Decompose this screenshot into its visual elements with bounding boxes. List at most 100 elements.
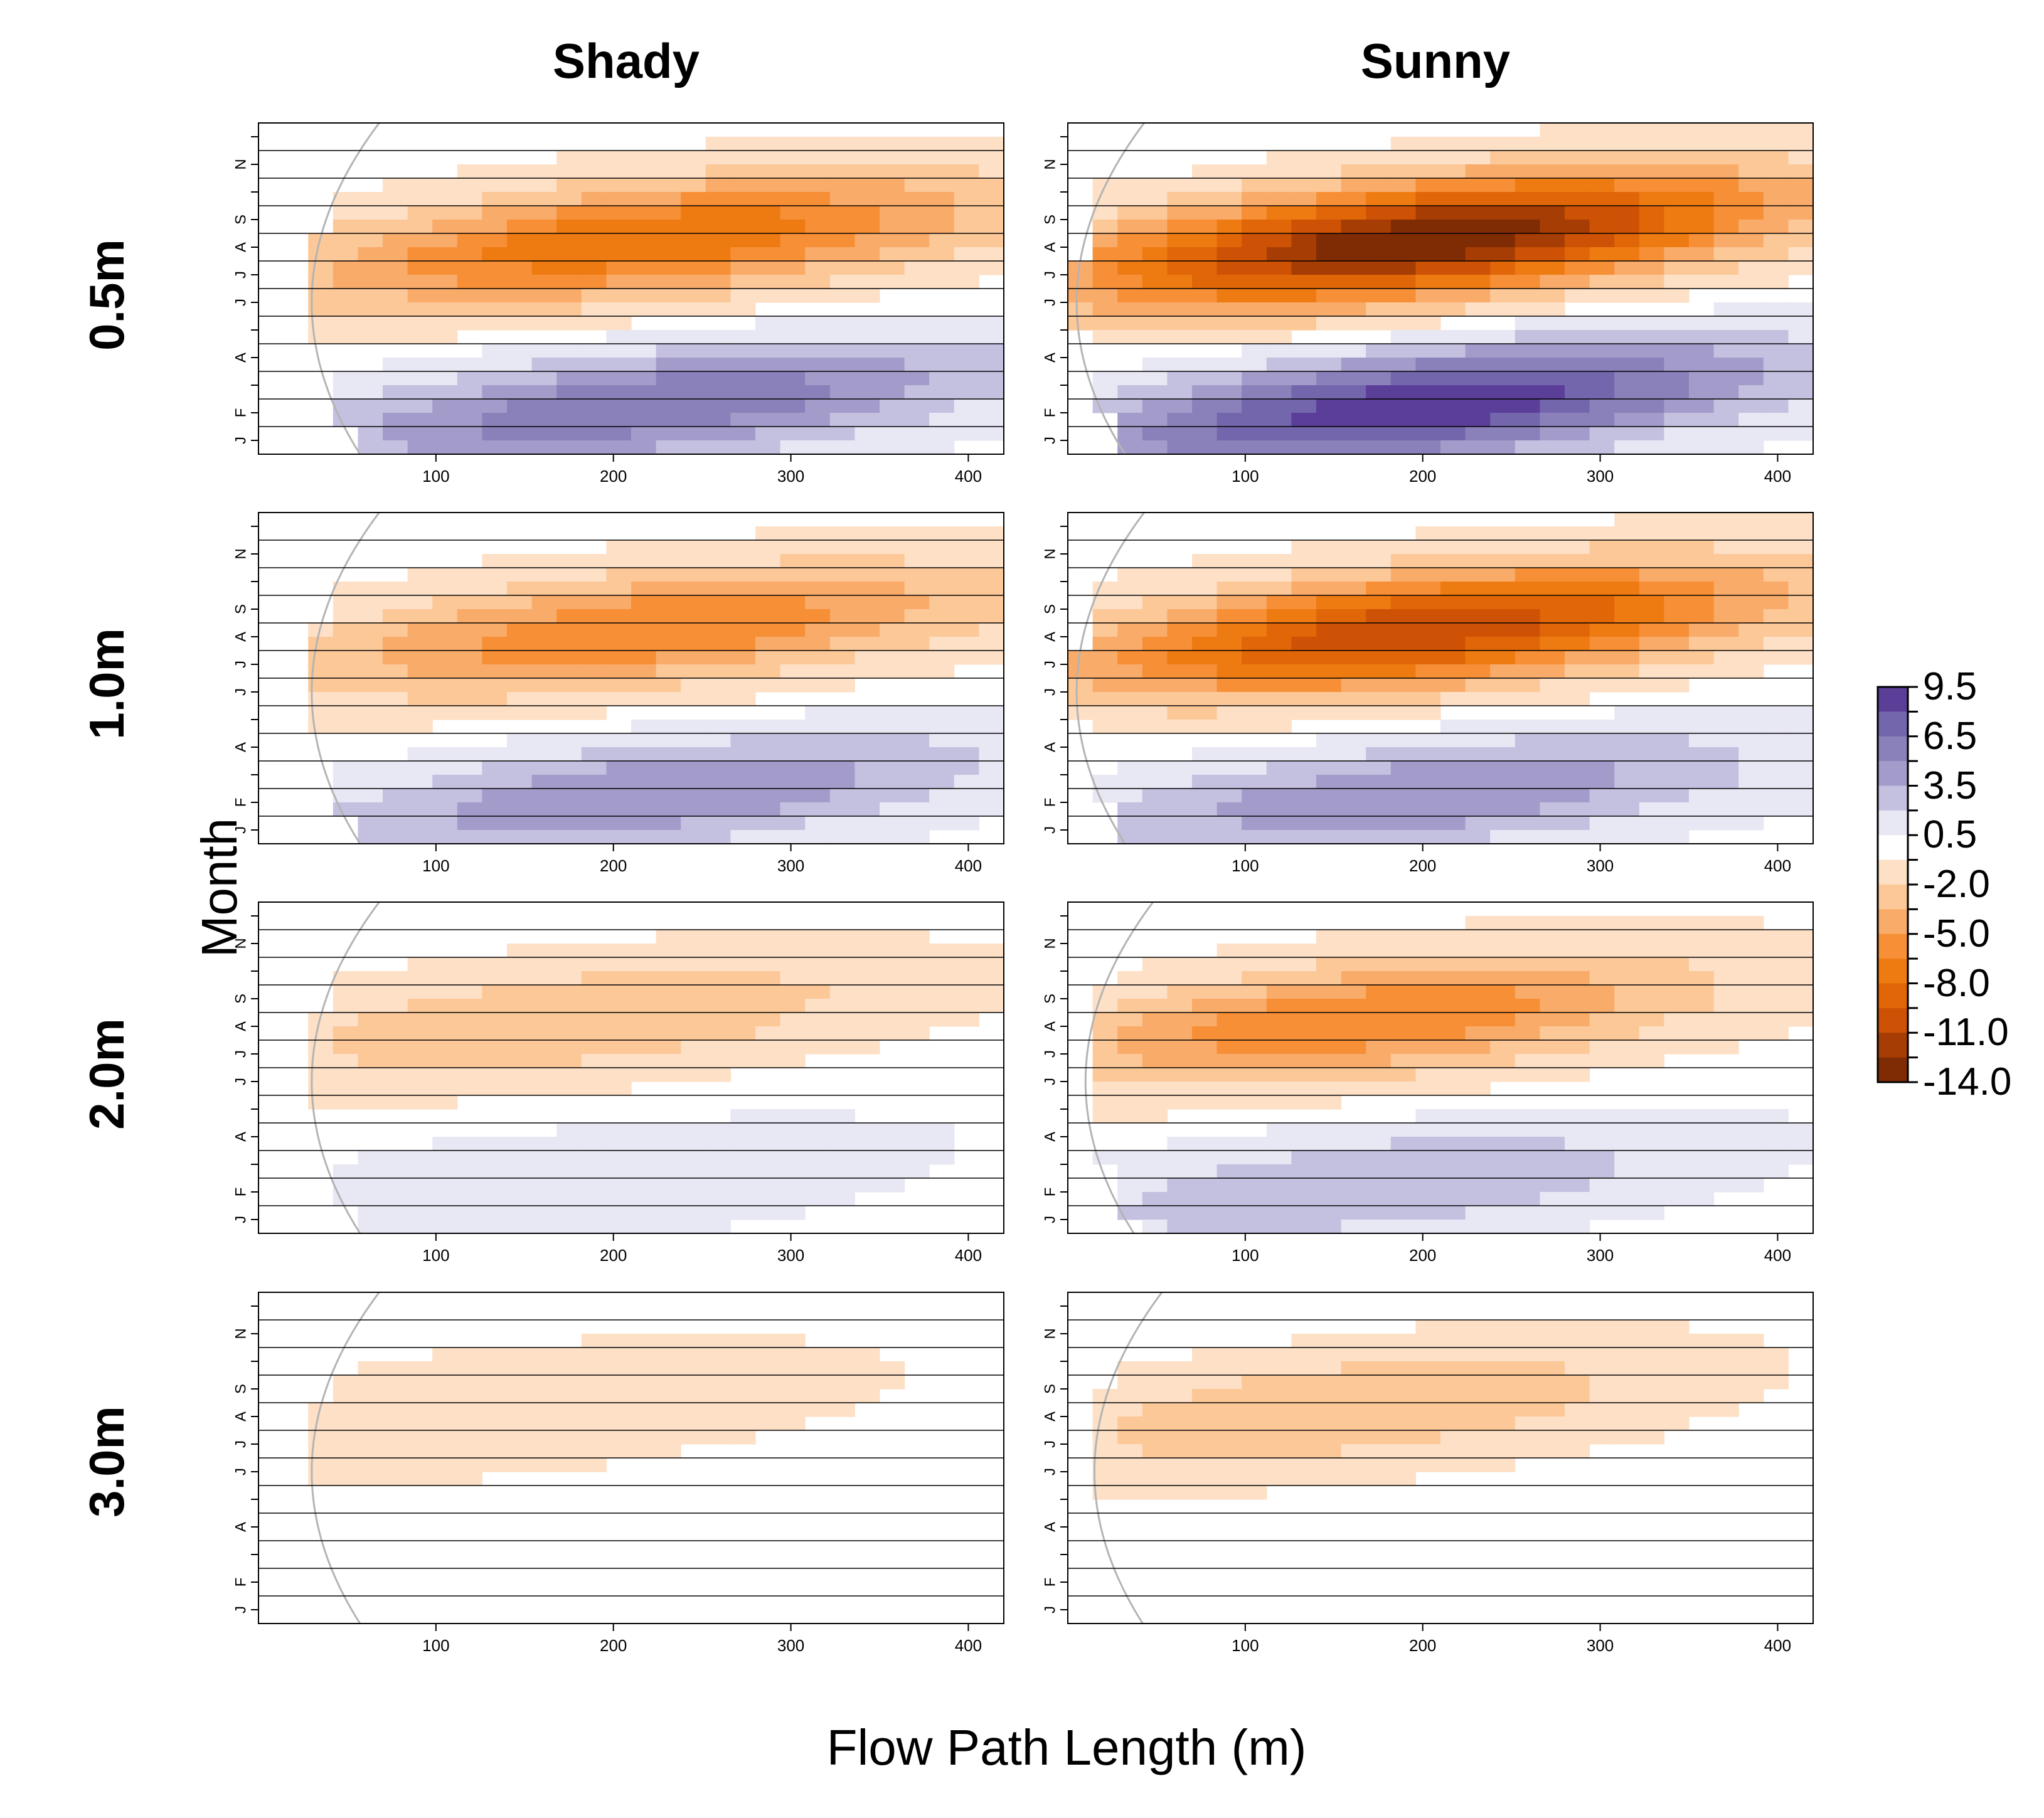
heatmap-cell xyxy=(1366,371,1392,386)
heatmap-cell xyxy=(1341,609,1366,624)
heatmap-cell xyxy=(829,595,855,610)
heatmap-cell xyxy=(780,385,806,400)
heatmap-cell xyxy=(1664,526,1690,541)
heatmap-cell xyxy=(1639,1026,1664,1041)
heatmap-cell xyxy=(1490,178,1516,193)
heatmap-cell xyxy=(854,554,880,568)
heatmap-cell xyxy=(681,1334,706,1348)
heatmap-cell xyxy=(507,957,533,972)
heatmap-cell xyxy=(1341,1417,1366,1431)
heatmap-cell xyxy=(1216,761,1242,775)
heatmap-cell xyxy=(656,1164,681,1179)
heatmap-cell xyxy=(854,1123,880,1137)
heatmap-cell xyxy=(1689,1389,1715,1403)
heatmap-cell xyxy=(656,1013,681,1027)
heatmap-cell xyxy=(1689,233,1715,248)
heatmap-cell xyxy=(880,720,905,734)
heatmap-cell xyxy=(780,1389,806,1403)
heatmap-cell xyxy=(383,358,408,372)
heatmap-cell xyxy=(432,830,458,844)
heatmap-cell xyxy=(730,358,756,372)
heatmap-cell xyxy=(854,720,880,734)
heatmap-cell xyxy=(1117,582,1143,596)
heatmap-cell xyxy=(954,247,979,262)
heatmap-cell xyxy=(1490,1375,1516,1390)
heatmap-cell xyxy=(333,1430,358,1445)
heatmap-cell xyxy=(1415,1403,1441,1417)
heatmap-cell xyxy=(333,664,358,679)
heatmap-cell xyxy=(1614,609,1640,624)
heatmap-cell xyxy=(656,1389,681,1403)
heatmap-cell xyxy=(829,747,855,762)
heatmap-cell xyxy=(1242,344,1267,358)
x-tick-label: 300 xyxy=(1587,1246,1614,1265)
heatmap-cell xyxy=(681,830,706,844)
heatmap-cell xyxy=(383,261,408,275)
heatmap-cell xyxy=(1291,399,1317,413)
heatmap-cell xyxy=(1565,1403,1590,1417)
heatmap-cell xyxy=(1763,275,1789,289)
heatmap-cell xyxy=(1142,371,1168,386)
heatmap-cell xyxy=(1738,944,1764,958)
heatmap-cell xyxy=(1614,344,1640,358)
heatmap-cell xyxy=(1738,302,1764,317)
heatmap-cell xyxy=(755,289,781,303)
heatmap-cell xyxy=(979,609,1004,624)
heatmap-cell xyxy=(581,830,607,844)
heatmap-cell xyxy=(383,1013,408,1027)
heatmap-cell xyxy=(1415,427,1441,441)
heatmap-cell xyxy=(805,164,831,179)
heatmap-cell xyxy=(929,178,955,193)
heatmap-cell xyxy=(656,192,681,206)
heatmap-cell xyxy=(531,1206,557,1220)
heatmap-cell xyxy=(1763,1151,1789,1165)
heatmap-cell xyxy=(1589,1192,1615,1206)
heatmap-cell xyxy=(358,1472,383,1486)
heatmap-cell xyxy=(1242,802,1267,817)
heatmap-cell xyxy=(1341,1361,1366,1376)
month-tick-label: J xyxy=(233,271,250,279)
heatmap-cell xyxy=(482,233,508,248)
heatmap-cell xyxy=(1366,1361,1392,1376)
heatmap-cell xyxy=(904,399,930,413)
heatmap-cell xyxy=(308,1095,334,1110)
heatmap-cell xyxy=(1415,440,1441,454)
heatmap-cell xyxy=(581,775,607,789)
heatmap-cell xyxy=(432,1472,458,1486)
heatmap-cell xyxy=(1465,1334,1491,1348)
heatmap-cell xyxy=(681,1123,706,1137)
heatmap-cell xyxy=(1565,1389,1590,1403)
heatmap-cell xyxy=(432,261,458,275)
heatmap-cell xyxy=(1713,358,1739,372)
heatmap-cell xyxy=(1092,247,1118,262)
heatmap-cell xyxy=(1540,1123,1565,1137)
heatmap-cell xyxy=(1514,137,1540,151)
heatmap-cell xyxy=(1366,1026,1392,1041)
heatmap-cell xyxy=(1664,706,1690,720)
heatmap-cell xyxy=(457,1192,482,1206)
heatmap-cell xyxy=(308,678,334,693)
heatmap-cell xyxy=(1167,1192,1193,1206)
heatmap-cell xyxy=(1689,554,1715,568)
heatmap-cell xyxy=(1639,816,1664,831)
heatmap-cell xyxy=(1639,1164,1664,1179)
heatmap-cell xyxy=(1415,664,1441,679)
heatmap-cell xyxy=(1738,316,1764,331)
heatmap-cell xyxy=(1540,595,1565,610)
heatmap-cell xyxy=(1216,816,1242,831)
heatmap-cell xyxy=(1192,609,1218,624)
heatmap-cell xyxy=(1216,427,1242,441)
heatmap-cell xyxy=(1639,540,1664,555)
heatmap-cell xyxy=(1514,1178,1540,1193)
heatmap-cell xyxy=(1291,1137,1317,1151)
heatmap-cell xyxy=(805,706,831,720)
heatmap-cell xyxy=(556,816,582,831)
heatmap-cell xyxy=(1738,427,1764,441)
heatmap-cell xyxy=(1565,540,1590,555)
heatmap-cell xyxy=(904,830,930,844)
heatmap-cell xyxy=(681,1206,706,1220)
heatmap-cell xyxy=(1565,944,1590,958)
heatmap-cell xyxy=(457,1472,482,1486)
heatmap-cell xyxy=(432,1361,458,1376)
